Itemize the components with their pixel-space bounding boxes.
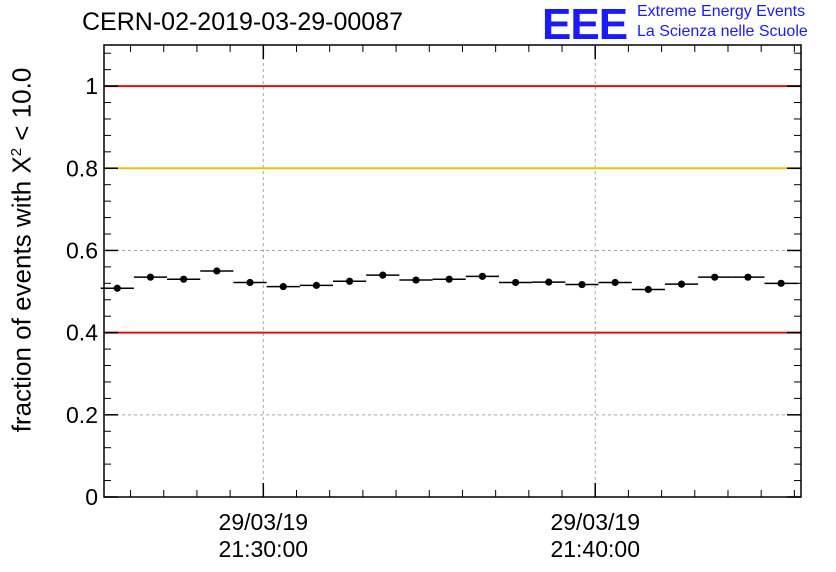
y-tick-label: 0.8 bbox=[66, 155, 98, 181]
logo-caption-line1: Extreme Energy Events bbox=[637, 3, 806, 20]
logo-caption-line2: La Scienza nelle Scuole bbox=[637, 23, 808, 40]
data-point bbox=[545, 278, 553, 286]
data-point bbox=[312, 281, 321, 289]
x-tick-label-time: 21:40:00 bbox=[550, 536, 640, 562]
data-point bbox=[511, 278, 520, 287]
data-point bbox=[711, 273, 719, 281]
data-point bbox=[346, 277, 354, 285]
y-tick-label: 1 bbox=[85, 73, 98, 99]
y-tick-label: 0 bbox=[85, 484, 98, 510]
y-axis-label-main: fraction of events with Χ bbox=[6, 156, 37, 433]
y-tick-label: 0.4 bbox=[66, 320, 98, 346]
data-point bbox=[777, 279, 785, 287]
data-point bbox=[644, 285, 652, 294]
y-tick-label: 0.6 bbox=[66, 237, 98, 263]
chart-title: CERN-02-2019-03-29-00087 bbox=[82, 8, 404, 36]
reference-lines bbox=[104, 85, 801, 334]
data-point bbox=[578, 280, 586, 289]
x-tick-label-date: 29/03/19 bbox=[219, 509, 309, 535]
data-point bbox=[412, 276, 420, 284]
data-point bbox=[246, 278, 254, 287]
data-point bbox=[113, 284, 121, 292]
data-point bbox=[677, 280, 686, 288]
eee-logo: EEE bbox=[542, 0, 628, 49]
data-points bbox=[100, 267, 798, 294]
y-tick-labels: 0 0.2 0.4 0.6 0.8 1 bbox=[66, 73, 98, 510]
data-point bbox=[279, 283, 287, 291]
y-tick-label: 0.2 bbox=[66, 402, 98, 428]
data-point bbox=[611, 278, 619, 287]
y-axis-label: fraction of events with Χ2 < 10.0 bbox=[7, 68, 38, 433]
plot-frame bbox=[103, 44, 802, 498]
data-point bbox=[478, 272, 486, 280]
data-point bbox=[445, 275, 453, 283]
x-tick-label-date: 29/03/19 bbox=[550, 509, 640, 535]
data-point bbox=[379, 271, 387, 279]
data-point bbox=[180, 275, 188, 283]
y-axis-label-suffix: < 10.0 bbox=[6, 67, 37, 148]
y-axis-label-sup: 2 bbox=[7, 147, 25, 157]
logo-caption: Extreme Energy Events La Scienza nelle S… bbox=[637, 2, 808, 42]
x-tick-label-time: 21:30:00 bbox=[219, 536, 309, 562]
data-point bbox=[213, 267, 221, 275]
data-point bbox=[146, 273, 155, 281]
axis-ticks bbox=[104, 45, 801, 498]
data-point bbox=[744, 273, 752, 281]
